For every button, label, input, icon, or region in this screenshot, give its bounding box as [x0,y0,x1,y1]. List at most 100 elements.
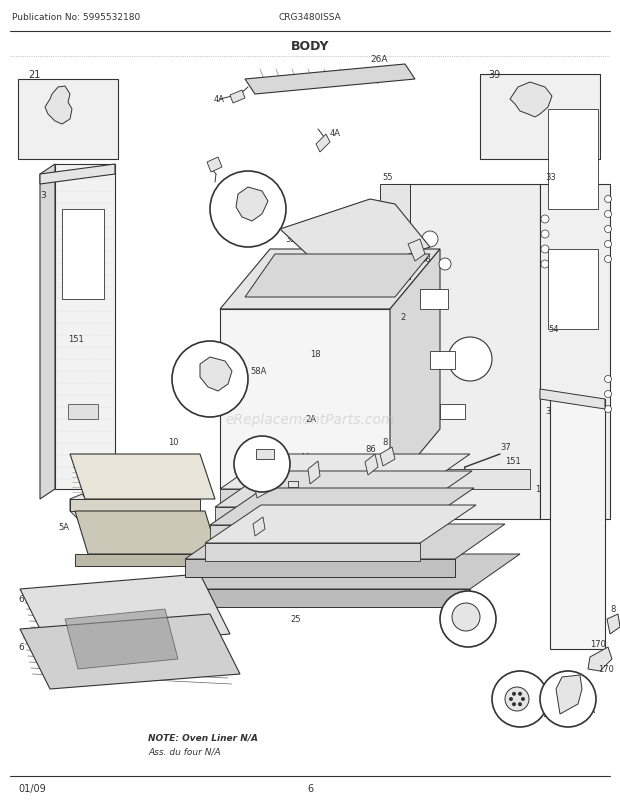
Circle shape [452,603,480,631]
Polygon shape [380,448,395,467]
Circle shape [604,376,611,383]
Polygon shape [556,675,582,714]
Polygon shape [20,574,230,649]
Polygon shape [220,310,390,489]
Polygon shape [20,614,240,689]
Text: 55: 55 [382,173,392,182]
Polygon shape [245,255,430,298]
Text: 33: 33 [545,173,556,182]
Text: 44: 44 [300,453,311,462]
Polygon shape [205,505,476,543]
Text: 3: 3 [40,190,46,199]
Polygon shape [185,559,455,577]
Bar [256,449,274,460]
Text: 6: 6 [18,642,24,652]
Circle shape [540,671,596,727]
Circle shape [448,338,492,382]
Text: 8: 8 [610,605,616,614]
Text: 37: 37 [500,443,511,452]
Text: 6: 6 [307,783,313,793]
Circle shape [210,172,286,248]
Text: 54: 54 [548,325,559,334]
Polygon shape [316,135,330,153]
Text: 42: 42 [395,545,405,554]
Text: Ass. du four N/A: Ass. du four N/A [148,747,221,755]
Circle shape [604,391,611,398]
Text: 91: 91 [245,493,255,502]
Text: 4A: 4A [330,128,341,137]
Text: 89: 89 [415,241,425,249]
Polygon shape [170,554,520,589]
Circle shape [518,692,522,696]
Polygon shape [255,482,270,498]
Text: 2: 2 [400,313,405,322]
Bar [430,351,455,370]
Text: 5A: 5A [510,703,522,711]
Text: 26A: 26A [370,55,388,64]
Polygon shape [70,494,90,520]
Polygon shape [390,249,440,489]
Circle shape [439,259,451,270]
Text: 18: 18 [310,350,321,359]
Text: 151: 151 [68,335,84,344]
Polygon shape [230,91,245,104]
Polygon shape [408,240,425,261]
Text: 86: 86 [365,445,376,454]
Text: 01/09: 01/09 [18,783,46,793]
Bar [62,210,104,300]
Circle shape [509,697,513,701]
Text: 58A: 58A [250,367,267,376]
Circle shape [604,211,611,218]
Polygon shape [220,249,440,310]
Text: 82: 82 [395,507,405,516]
Circle shape [512,692,516,696]
Polygon shape [280,200,430,257]
Circle shape [422,232,438,248]
Polygon shape [207,158,222,172]
Polygon shape [75,554,205,566]
Text: 90: 90 [222,531,232,540]
Polygon shape [210,525,420,543]
Polygon shape [540,390,605,410]
Circle shape [541,216,549,224]
Polygon shape [215,472,472,508]
Text: BODY: BODY [291,39,329,52]
Bar [415,469,530,489]
Text: 43: 43 [460,622,471,632]
Text: 49: 49 [240,215,251,225]
Polygon shape [70,500,200,512]
Circle shape [521,697,525,701]
Text: 39: 39 [488,70,500,80]
Circle shape [541,261,549,269]
Text: 2A: 2A [305,415,316,424]
Text: 29: 29 [254,467,265,476]
Polygon shape [170,589,470,607]
Text: 58G: 58G [395,525,412,534]
Bar [288,481,298,488]
Text: eReplacementParts.com: eReplacementParts.com [225,412,395,427]
Bar [18,80,118,160]
Text: 36: 36 [360,205,371,214]
Polygon shape [510,83,552,118]
Text: T24V0085A: T24V0085A [539,704,595,714]
Polygon shape [210,488,474,525]
Text: 58B: 58B [420,510,436,519]
Polygon shape [588,647,612,671]
Polygon shape [70,455,215,500]
Text: 9: 9 [200,568,205,577]
Text: 5A: 5A [58,523,69,532]
Polygon shape [365,455,378,476]
Polygon shape [550,399,605,649]
Polygon shape [200,358,232,391]
Text: 170: 170 [590,640,606,649]
Circle shape [604,406,611,413]
Circle shape [172,342,248,418]
Bar [548,249,598,330]
Text: 25: 25 [290,615,301,624]
Polygon shape [185,525,505,559]
Polygon shape [390,184,540,520]
Circle shape [492,671,548,727]
Polygon shape [75,512,218,554]
Polygon shape [45,87,72,125]
Circle shape [234,436,290,492]
